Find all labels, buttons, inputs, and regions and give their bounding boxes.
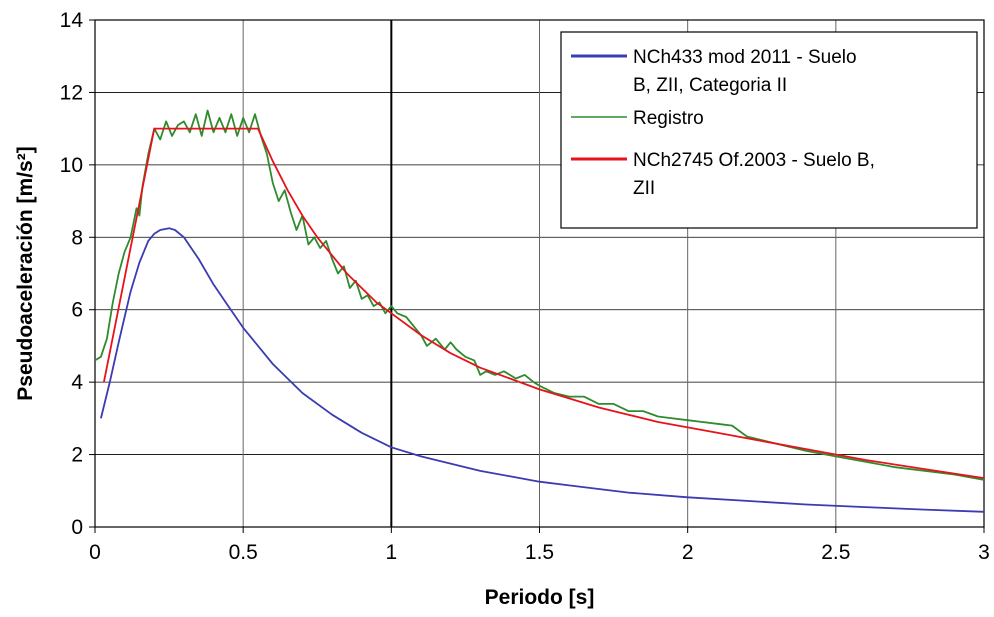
x-axis-ticks: 0 0.5 1 1.5 2 2.5 3 — [89, 527, 990, 564]
series-layer — [94, 109, 985, 513]
y-tick-label: 14 — [60, 9, 84, 32]
x-tick-label: 1 — [385, 541, 397, 564]
legend: NCh433 mod 2011 - Suelo B, ZII, Categoria… — [560, 31, 978, 229]
y-tick-label: 0 — [71, 516, 83, 539]
y-tick-label: 4 — [71, 371, 83, 394]
series-line-2 — [103, 127, 985, 479]
series-line-1 — [94, 109, 985, 481]
legend-label-0: NCh433 mod 2011 - Suelo — [633, 47, 857, 68]
legend-box — [560, 31, 978, 229]
legend-label-1: Registro — [633, 108, 704, 129]
x-tick-label: 1.5 — [525, 541, 554, 564]
legend-label-0: B, ZII, Categoria II — [633, 75, 787, 96]
legend-label-2: NCh2745 Of.2003 - Suelo B, — [633, 150, 875, 171]
x-tick-label: 2.5 — [821, 541, 850, 564]
x-tick-label: 0 — [89, 541, 101, 564]
legend-label-2: ZII — [633, 178, 655, 199]
x-tick-label: 0.5 — [229, 541, 258, 564]
y-tick-label: 12 — [60, 81, 83, 104]
y-tick-label: 10 — [60, 154, 83, 177]
y-axis-title: Pseudoaceleración [m/s²] — [14, 146, 37, 400]
x-axis-title: Periodo [s] — [485, 586, 595, 609]
y-tick-label: 2 — [71, 444, 83, 467]
x-tick-label: 3 — [978, 541, 990, 564]
y-axis-ticks: 0 2 4 6 8 10 12 14 — [60, 9, 95, 539]
x-tick-label: 2 — [682, 541, 694, 564]
y-tick-label: 8 — [71, 226, 83, 249]
y-tick-label: 6 — [71, 299, 83, 322]
series-line-0 — [100, 227, 985, 513]
